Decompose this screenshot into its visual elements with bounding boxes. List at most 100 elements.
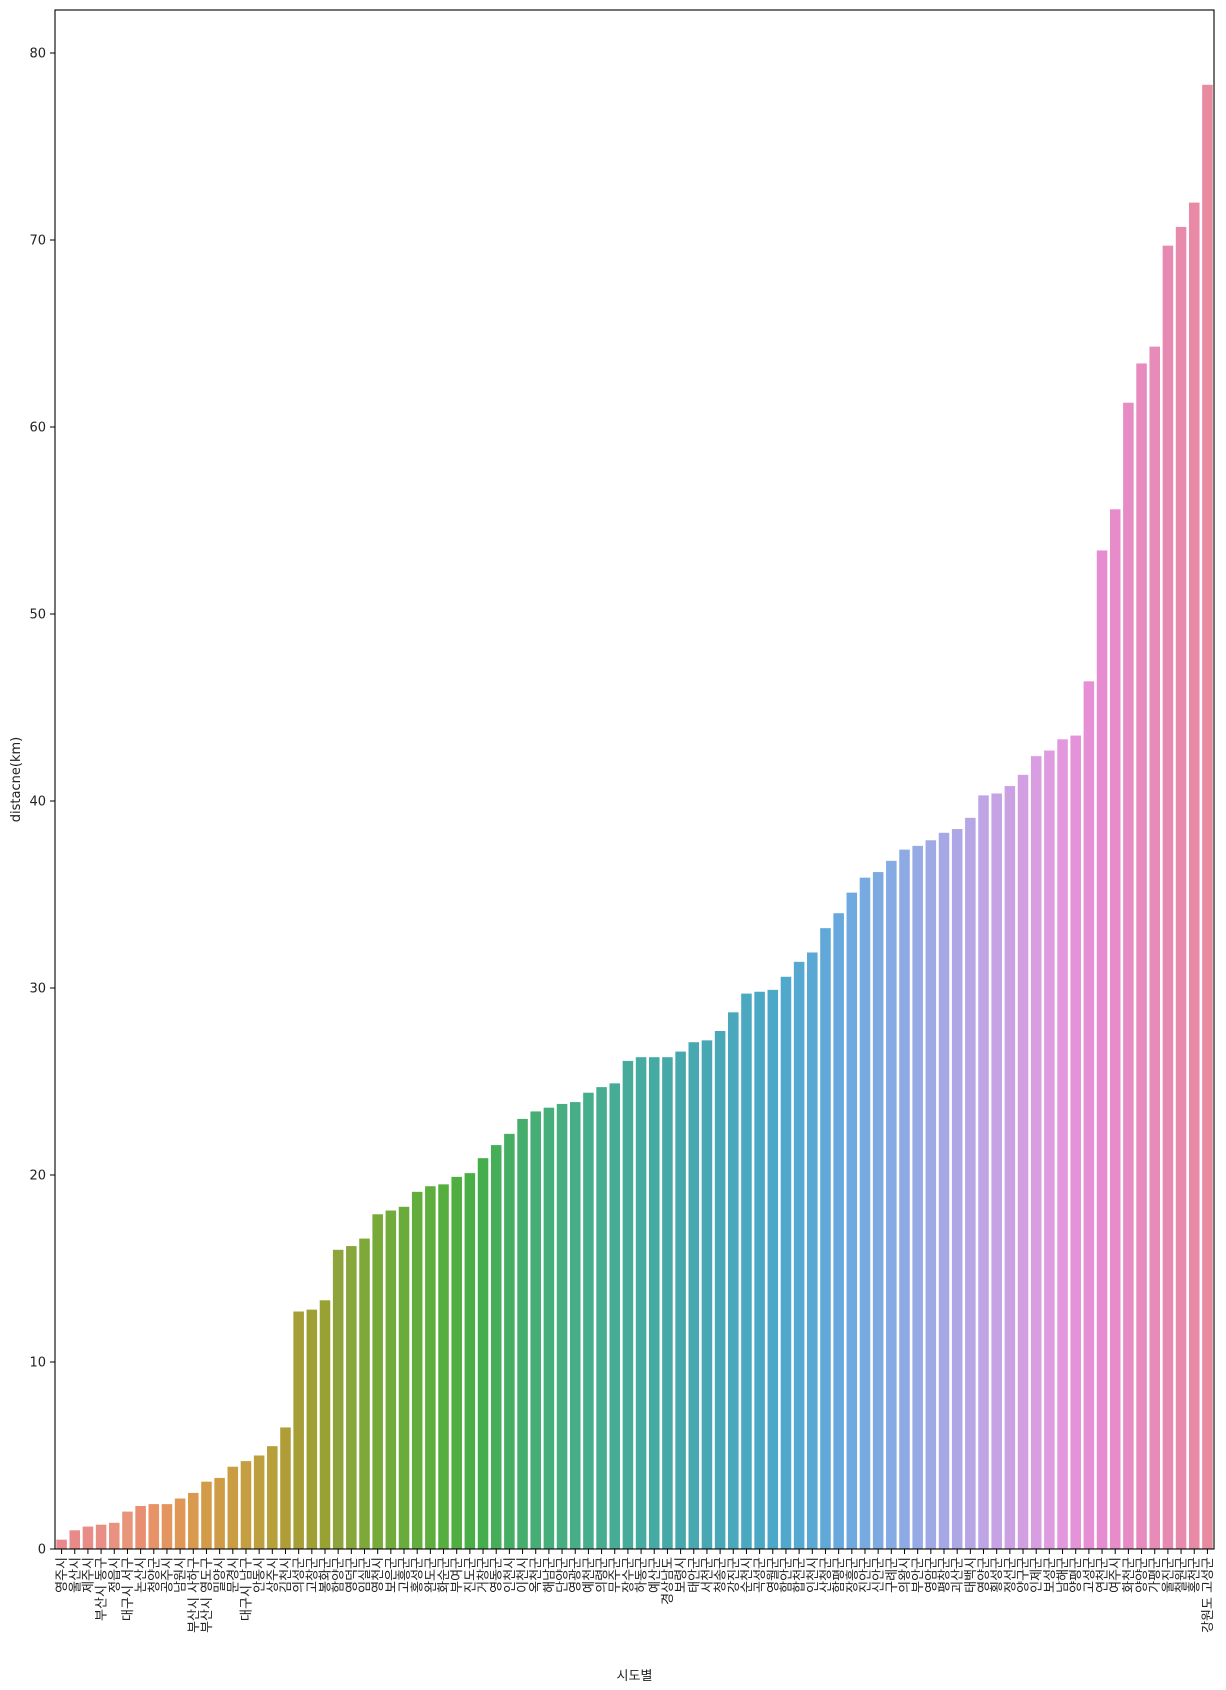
bar	[280, 1427, 291, 1549]
x-tick-label: 양양군	[1135, 1557, 1150, 1593]
bar	[780, 976, 792, 1549]
x-tick-label: 태백시	[964, 1557, 979, 1593]
y-tick-label: 10	[29, 1356, 46, 1371]
x-tick-label: 영광군	[569, 1557, 584, 1593]
x-tick-label: 구례군	[885, 1557, 900, 1593]
x-tick-label: 대구시 남구	[239, 1557, 254, 1621]
x-tick-label: 남해군	[1056, 1557, 1071, 1593]
bar	[1188, 202, 1200, 1550]
bar	[56, 1539, 67, 1549]
x-tick-label: 신안군	[872, 1557, 887, 1593]
x-tick-label: 진안군	[858, 1557, 873, 1593]
x-tick-label: 의성군	[292, 1557, 307, 1593]
bar	[122, 1511, 133, 1549]
bar	[1202, 84, 1213, 1549]
bar	[833, 913, 844, 1549]
bar	[1136, 363, 1147, 1550]
bar	[425, 1186, 436, 1549]
y-tick-label: 60	[29, 421, 46, 436]
x-tick-label: 보은군	[384, 1557, 399, 1593]
bar	[965, 817, 976, 1549]
bar	[1030, 756, 1042, 1549]
bar	[688, 1042, 700, 1549]
x-tick-label: 괴산군	[951, 1557, 966, 1593]
bar	[872, 872, 884, 1549]
bar	[464, 1173, 476, 1549]
bar	[1057, 739, 1068, 1549]
x-tick-label: 보령시	[674, 1557, 689, 1593]
bar	[991, 793, 1002, 1549]
x-tick-label: 장수군	[621, 1557, 636, 1593]
bar	[267, 1446, 278, 1549]
x-tick-label: 함평군	[832, 1557, 847, 1593]
y-tick-label: 20	[29, 1169, 46, 1184]
bars-group	[56, 84, 1213, 1550]
bar	[240, 1461, 252, 1549]
bar	[69, 1530, 81, 1549]
x-tick-label: 영동군	[490, 1557, 505, 1593]
bar	[174, 1498, 186, 1549]
y-tick-label: 0	[38, 1543, 46, 1558]
x-tick-label: 화순군	[437, 1557, 452, 1593]
x-tick-label: 연천군	[1096, 1557, 1111, 1593]
bar	[148, 1504, 160, 1549]
x-tick-label: 영천시	[371, 1557, 386, 1593]
bar	[95, 1524, 107, 1549]
x-tick-label: 남원시	[174, 1557, 189, 1593]
y-tick-label: 30	[29, 982, 46, 997]
x-tick-label: 영양군	[977, 1557, 992, 1593]
bar	[1162, 245, 1174, 1549]
x-tick-label: 평창군	[938, 1557, 953, 1593]
y-axis-ticks: 0 10 20 30 40 50 60 70 80	[29, 47, 55, 1558]
x-tick-label: 영암군	[924, 1557, 939, 1593]
x-tick-label: 인제군	[1030, 1557, 1045, 1593]
x-tick-label: 김천시	[279, 1557, 294, 1593]
bar	[319, 1300, 331, 1549]
x-tick-label: 해남군	[542, 1557, 557, 1593]
bar	[912, 845, 923, 1549]
x-tick-label: 하동군	[635, 1557, 650, 1593]
bar	[438, 1184, 449, 1549]
x-tick-label: 옥천군	[529, 1557, 544, 1593]
x-tick-label: 부산시 동구	[95, 1557, 110, 1621]
x-tick-label: 함양군	[332, 1557, 347, 1593]
x-tick-label: 영월군	[766, 1557, 781, 1593]
bar	[188, 1492, 199, 1549]
x-tick-label: 의령군	[595, 1557, 610, 1593]
x-tick-label: 철원군	[1175, 1557, 1190, 1593]
x-tick-label: 부산시 사하구	[187, 1557, 202, 1633]
x-tick-label: 완도군	[424, 1557, 439, 1593]
x-tick-label: 진도군	[463, 1557, 478, 1593]
bar	[1109, 509, 1121, 1549]
bar	[306, 1309, 318, 1549]
x-tick-label: 고성군	[1082, 1557, 1097, 1593]
bar	[622, 1060, 634, 1549]
x-tick-label: 강원도 고성군	[1201, 1557, 1216, 1633]
bar	[635, 1057, 647, 1549]
x-tick-label: 예천군	[582, 1557, 597, 1593]
bar	[1070, 735, 1081, 1549]
x-axis-title: 시도별	[617, 1669, 653, 1684]
y-tick-label: 70	[29, 234, 46, 249]
y-tick-label: 40	[29, 795, 46, 810]
bar	[899, 849, 910, 1549]
bar	[596, 1087, 607, 1549]
bar	[609, 1083, 621, 1549]
x-tick-label: 대구시 서구	[121, 1557, 136, 1621]
bar	[846, 892, 858, 1549]
bar	[925, 840, 937, 1549]
x-tick-label: 태안군	[687, 1557, 702, 1593]
x-tick-label: 논산시	[134, 1557, 149, 1593]
bar	[859, 877, 871, 1549]
x-tick-label: 산청군	[819, 1557, 834, 1593]
bar	[556, 1103, 568, 1549]
x-tick-label: 이천시	[516, 1557, 531, 1593]
bar	[714, 1031, 726, 1549]
bar	[372, 1214, 383, 1549]
bar	[978, 795, 989, 1549]
bar	[530, 1111, 541, 1549]
bar	[1096, 550, 1108, 1549]
bar	[648, 1057, 660, 1549]
x-tick-label: 울산시	[68, 1557, 83, 1593]
